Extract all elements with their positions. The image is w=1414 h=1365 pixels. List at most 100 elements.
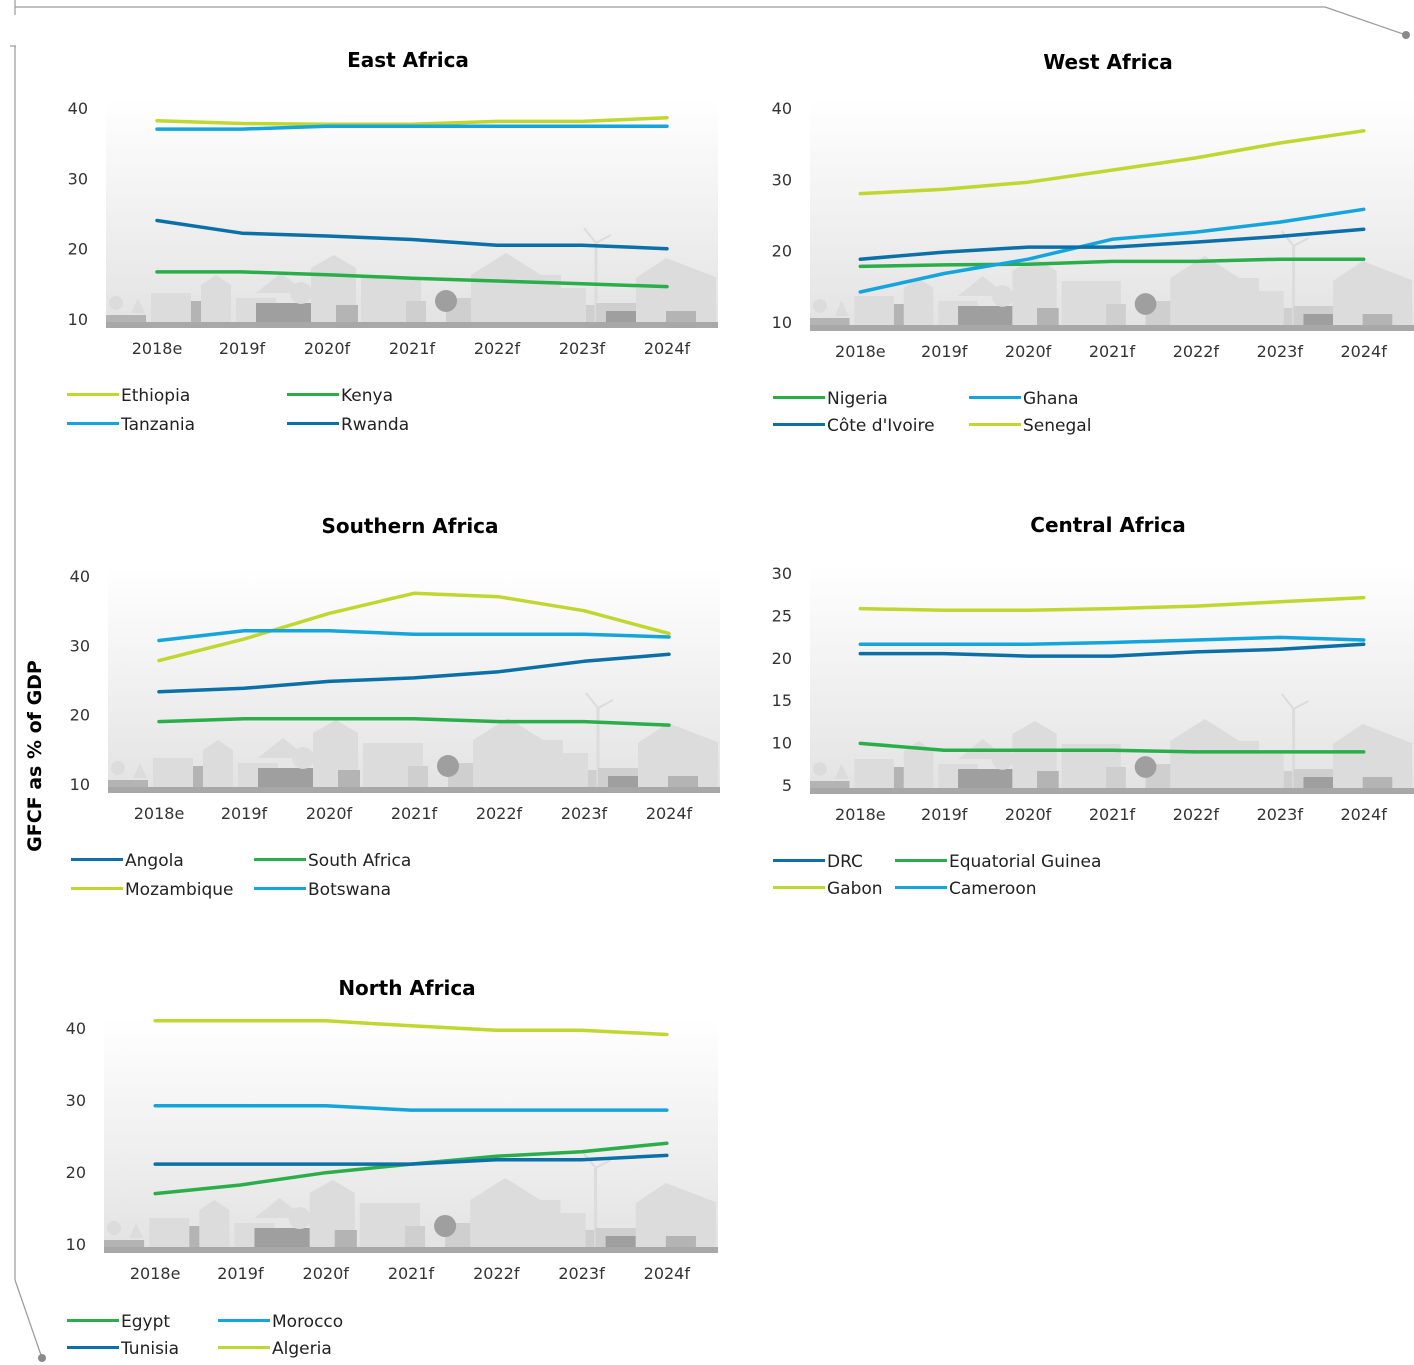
y-tick-label: 40 [68,99,88,118]
x-tick-label: 2024f [646,804,693,823]
legend-label: Rwanda [341,415,410,435]
legend-swatch [773,858,825,862]
x-tick-label: 2020f [1005,342,1052,361]
y-tick-label: 30 [70,636,90,655]
x-tick-label: 2022f [1173,342,1220,361]
legend-label: Botswana [308,880,392,900]
x-tick-label: 2018e [835,805,886,824]
y-tick-label: 20 [70,706,90,725]
y-tick-label: 40 [70,567,90,586]
x-tick-label: 2018e [134,804,185,823]
y-tick-label: 10 [772,313,792,332]
legend-item-tunisia: Tunisia [67,1339,179,1359]
series-line-ethiopia [155,116,669,126]
legend-item-ghana: Ghana [969,389,1079,409]
legend-swatch [773,422,825,426]
legend-item-equatorial-guinea: Equatorial Guinea [895,852,1101,872]
legend-item-botswana: Botswana [254,880,391,900]
legend-label: DRC [827,852,863,872]
legend-swatch [218,1318,270,1322]
legend-item-nigeria: Nigeria [773,389,888,409]
skyline-illustration [106,227,718,328]
y-tick-label: 5 [782,776,792,795]
legend-item-senegal: Senegal [969,416,1091,436]
chart-title: West Africa [1043,50,1173,74]
legend-label: Tunisia [121,1339,180,1359]
x-tick-label: 2019f [219,339,266,358]
legend-swatch [67,1345,119,1349]
series-line-mozambique [157,591,671,663]
series-line-angola [157,652,671,694]
x-tick-label: 2024f [644,339,691,358]
y-tick-label: 10 [66,1235,86,1254]
legend-swatch [773,395,825,399]
series-line-south-africa [157,717,671,727]
y-tick-label: 20 [772,242,792,261]
x-tick-label: 2022f [1173,805,1220,824]
chart-title: North Africa [338,976,475,1000]
y-tick-label: 20 [66,1163,86,1182]
legend-item-tanzania: Tanzania [67,415,195,435]
x-tick-label: 2019f [921,342,968,361]
series-line-equatorial-guinea [858,741,1366,754]
x-tick-label: 2022f [473,1264,520,1283]
legend-label: Equatorial Guinea [949,852,1102,872]
legend-item-c-te-d-ivoire: Côte d'Ivoire [773,416,935,436]
legend-label: Nigeria [827,389,888,409]
legend-swatch [895,885,947,889]
y-tick-label: 40 [66,1019,86,1038]
legend-item-cameroon: Cameroon [895,879,1037,899]
series-line-botswana [157,629,671,643]
legend-label: Kenya [341,386,394,406]
x-tick-label: 2022f [476,804,523,823]
x-tick-label: 2021f [1089,805,1136,824]
x-tick-label: 2019f [221,804,268,823]
series-line-gabon [858,595,1366,613]
y-tick-label: 15 [772,691,792,710]
series-line-algeria [153,1019,669,1037]
legend-item-drc: DRC [773,852,863,872]
y-tick-label: 10 [70,775,90,794]
chart-title: East Africa [347,48,469,72]
legend-swatch [895,858,947,862]
y-tick-label: 10 [772,734,792,753]
x-tick-label: 2020f [303,1264,350,1283]
y-tick-label: 30 [772,170,792,189]
x-tick-label: 2022f [474,339,521,358]
legend-item-mozambique: Mozambique [71,880,234,900]
y-tick-label: 20 [772,649,792,668]
skyline-illustration [104,1152,718,1253]
series-line-rwanda [155,218,669,251]
legend-swatch [287,392,339,396]
y-tick-label: 30 [772,564,792,583]
x-tick-label: 2024f [1340,342,1387,361]
x-tick-label: 2020f [306,804,353,823]
y-tick-label: 40 [772,99,792,118]
x-tick-label: 2018e [835,342,886,361]
x-tick-label: 2023f [1257,342,1304,361]
legend-label: Gabon [827,879,883,899]
x-tick-label: 2024f [1340,805,1387,824]
legend-item-egypt: Egypt [67,1312,170,1332]
x-tick-label: 2021f [1089,342,1136,361]
legend-label: Algeria [272,1339,332,1359]
legend-item-algeria: Algeria [218,1339,332,1359]
x-tick-label: 2020f [1005,805,1052,824]
y-tick-label: 10 [68,310,88,329]
x-tick-label: 2024f [644,1264,691,1283]
legend-swatch [218,1345,270,1349]
y-tick-label: 20 [68,240,88,259]
legend-label: Senegal [1023,416,1092,436]
y-tick-label: 25 [772,606,792,625]
series-line-senegal [858,129,1366,196]
x-tick-label: 2023f [559,339,606,358]
y-tick-label: 30 [66,1091,86,1110]
legend-swatch [67,421,119,425]
legend-swatch [969,395,1021,399]
chart-title: Southern Africa [321,514,498,538]
legend-swatch [773,885,825,889]
